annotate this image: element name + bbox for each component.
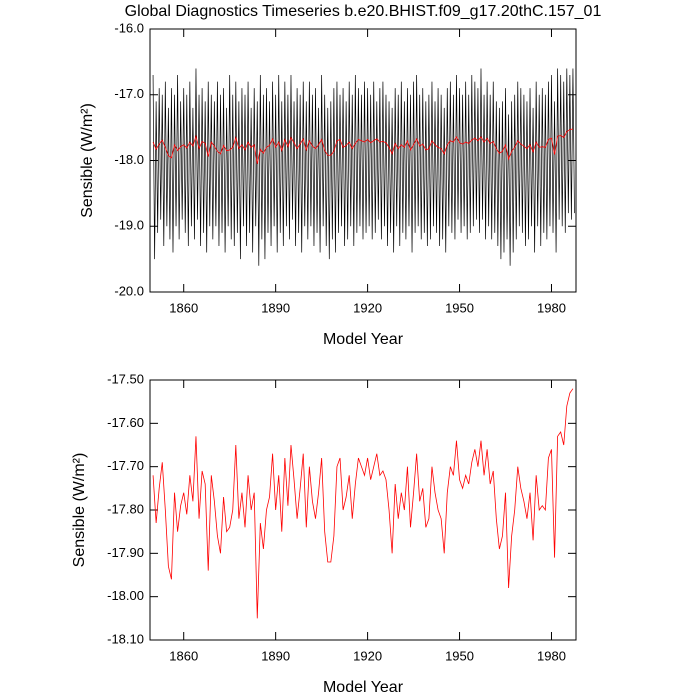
x-axis-label: Model Year <box>323 679 404 696</box>
x-axis-label: Model Year <box>323 331 404 348</box>
y-tick-label: -17.80 <box>107 501 144 516</box>
series-line <box>152 68 575 266</box>
x-tick-label: 1920 <box>353 648 382 663</box>
series-line <box>152 128 574 164</box>
series-line <box>152 388 574 619</box>
x-tick-label: 1860 <box>169 300 198 315</box>
y-tick-label: -18.00 <box>107 588 144 603</box>
y-tick-label: -17.90 <box>107 545 144 560</box>
x-tick-label: 1890 <box>261 648 290 663</box>
y-tick-label: -19.0 <box>114 218 144 233</box>
chart-title: Global Diagnostics Timeseries b.e20.BHIS… <box>125 3 602 20</box>
y-tick-label: -17.60 <box>107 415 144 430</box>
y-axis-label: Sensible (W/m²) <box>71 453 88 568</box>
x-tick-label: 1950 <box>445 648 474 663</box>
y-tick-label: -18.10 <box>107 631 144 646</box>
y-tick-label: -16.0 <box>114 20 144 35</box>
x-tick-label: 1890 <box>261 300 290 315</box>
y-axis-label: Sensible (W/m²) <box>79 103 96 218</box>
y-tick-label: -20.0 <box>114 283 144 298</box>
x-tick-label: 1860 <box>169 648 198 663</box>
y-tick-label: -17.0 <box>114 86 144 101</box>
y-tick-label: -18.0 <box>114 152 144 167</box>
x-tick-label: 1950 <box>445 300 474 315</box>
x-tick-label: 1980 <box>537 648 566 663</box>
x-tick-label: 1980 <box>537 300 566 315</box>
x-tick-label: 1920 <box>353 300 382 315</box>
y-tick-label: -17.50 <box>107 371 144 386</box>
plot-frame <box>149 379 577 641</box>
y-tick-label: -17.70 <box>107 458 144 473</box>
